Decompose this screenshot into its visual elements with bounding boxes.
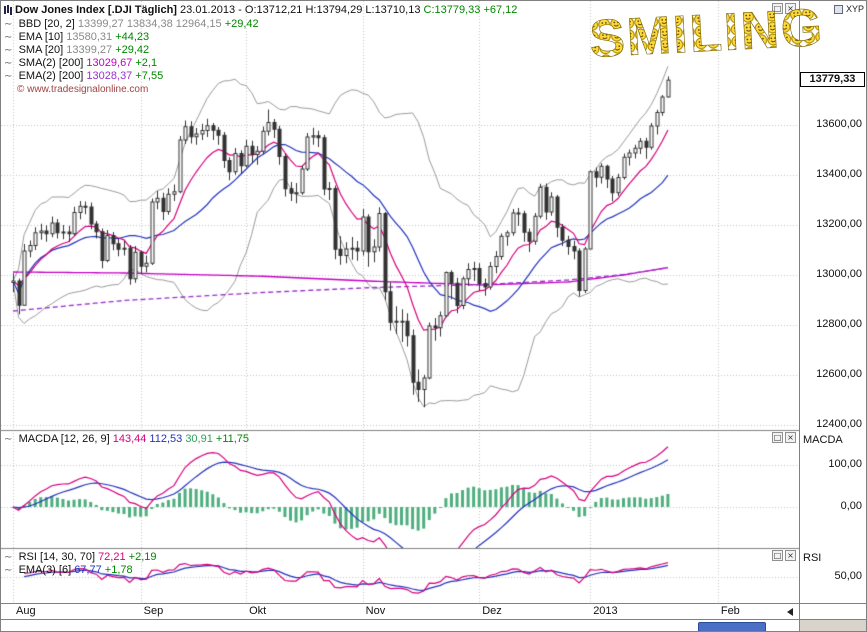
close-value: C:13779,33 bbox=[423, 4, 481, 16]
price-tick-label: 13200,00 bbox=[816, 218, 862, 230]
copyright: © www.tradesignalonline.com bbox=[17, 84, 149, 95]
month-label: Sep bbox=[143, 605, 164, 617]
layout-label: XYP bbox=[845, 4, 864, 14]
chart-overlays: Dow Jones Index [.DJI Täglich] 23.01.201… bbox=[1, 1, 799, 603]
indicator-value: 13834,38 bbox=[126, 18, 176, 30]
indicator-change: +44,23 bbox=[115, 31, 150, 43]
indicator-name: BBD [20, 2] bbox=[18, 18, 78, 30]
price-tick-label: 13400,00 bbox=[816, 168, 862, 180]
price-tick-label: 12400,00 bbox=[816, 418, 862, 430]
price-tick-label: 12600,00 bbox=[816, 368, 862, 380]
resize-corner bbox=[799, 620, 866, 631]
macd-tick-label: 0,00 bbox=[840, 500, 862, 512]
wave-icon: ∼ bbox=[4, 58, 16, 69]
indicator-value: 13399,27 bbox=[66, 44, 116, 56]
layout-tab[interactable]: XYP bbox=[833, 4, 864, 14]
instrument-title: Dow Jones Index [.DJI Täglich] bbox=[15, 4, 181, 16]
price-tick-label: 12800,00 bbox=[816, 318, 862, 330]
price-tick-label: 13600,00 bbox=[816, 118, 862, 130]
indicator-value: 112,53 bbox=[149, 433, 186, 445]
price-indicator-legend[interactable]: ∼ EMA [10] 13580,31 +44,23 bbox=[4, 31, 149, 44]
wave-icon: ∼ bbox=[4, 19, 16, 30]
chart-title-line[interactable]: Dow Jones Index [.DJI Täglich] 23.01.201… bbox=[4, 4, 517, 16]
dash: - bbox=[238, 4, 245, 16]
month-label: Aug bbox=[16, 605, 36, 617]
change-value: +67,12 bbox=[480, 4, 518, 16]
indicator-name: EMA(3) [6] bbox=[18, 564, 75, 576]
indicator-name: SMA [20] bbox=[18, 44, 67, 56]
rsi-indicator-legend[interactable]: ∼ RSI [14, 30, 70] 72,21 +2,19 bbox=[4, 551, 157, 564]
indicator-name: SMA(2) [200] bbox=[18, 57, 87, 69]
indicator-value: 30,91 bbox=[185, 433, 216, 445]
month-label: Dez bbox=[482, 605, 502, 617]
indicator-name: EMA [10] bbox=[18, 31, 67, 43]
indicator-change: +29,42 bbox=[115, 44, 150, 56]
panel-restore-button[interactable]: □ bbox=[772, 432, 783, 443]
rsi-tick-label: 50,00 bbox=[834, 570, 862, 582]
indicator-name: RSI [14, 30, 70] bbox=[18, 551, 99, 563]
indicator-value: 12964,15 bbox=[175, 18, 225, 30]
price-indicator-legend[interactable]: ∼ BBD [20, 2] 13399,27 13834,38 12964,15… bbox=[4, 18, 259, 31]
wave-icon: ∼ bbox=[4, 552, 16, 563]
scrollbar-thumb[interactable] bbox=[698, 622, 766, 631]
indicator-change: +11,75 bbox=[215, 433, 250, 445]
high-value: H:13794,29 bbox=[305, 4, 366, 16]
panel-close-button[interactable]: × bbox=[785, 3, 796, 14]
month-label: Feb bbox=[720, 605, 740, 617]
indicator-change: +7,55 bbox=[135, 70, 164, 82]
indicator-change: +29,42 bbox=[224, 18, 259, 30]
indicator-change: +2,1 bbox=[135, 57, 158, 69]
month-label: Okt bbox=[249, 605, 267, 617]
last-price-box: 13779,33 bbox=[800, 72, 865, 87]
macd-tick-label: 100,00 bbox=[828, 458, 862, 470]
layout-icon bbox=[833, 4, 843, 14]
panel-close-button[interactable]: × bbox=[785, 550, 796, 561]
low-value: L:13710,13 bbox=[365, 4, 424, 16]
wave-icon: ∼ bbox=[4, 565, 16, 576]
month-label: Nov bbox=[365, 605, 386, 617]
indicator-name: MACDA [12, 26, 9] bbox=[18, 433, 113, 445]
indicator-value: 13399,27 bbox=[77, 18, 127, 30]
indicator-value: 143,44 bbox=[112, 433, 150, 445]
indicator-change: +1,78 bbox=[104, 564, 133, 576]
indicator-value: 13028,37 bbox=[86, 70, 136, 82]
quote-date: 23.01.2013 bbox=[180, 4, 239, 16]
h-scrollbar[interactable] bbox=[1, 619, 866, 631]
wave-icon: ∼ bbox=[4, 45, 16, 56]
wave-icon: ∼ bbox=[4, 434, 16, 445]
value-axis-strip[interactable]: XYP 13779,33 MACDA RSI 13600,00 13400,00 1… bbox=[799, 1, 866, 603]
axis-divider bbox=[799, 604, 800, 620]
macd-indicator-legend[interactable]: ∼ MACDA [12, 26, 9] 143,44 112,53 30,91 … bbox=[4, 433, 249, 446]
rsi-axis-label: RSI bbox=[803, 552, 822, 564]
macd-axis-label: MACDA bbox=[803, 434, 843, 446]
panel-restore-button[interactable]: □ bbox=[772, 3, 783, 14]
indicator-name: EMA(2) [200] bbox=[18, 70, 87, 82]
time-axis[interactable]: Aug Sep Okt Nov Dez 2013 Feb bbox=[1, 603, 866, 620]
indicator-value: 67,77 bbox=[74, 564, 105, 576]
panel-restore-button[interactable]: □ bbox=[772, 550, 783, 561]
wave-icon: ∼ bbox=[4, 32, 16, 43]
price-indicator-legend[interactable]: ∼ EMA(2) [200] 13028,37 +7,55 bbox=[4, 70, 163, 83]
indicator-change: +2,19 bbox=[128, 551, 157, 563]
panel-close-button[interactable]: × bbox=[785, 432, 796, 443]
price-tick-label: 13000,00 bbox=[816, 268, 862, 280]
price-indicator-legend[interactable]: ∼ SMA(2) [200] 13029,67 +2,1 bbox=[4, 57, 157, 70]
indicator-value: 13580,31 bbox=[66, 31, 116, 43]
rsi-indicator-legend[interactable]: ∼ EMA(3) [6] 67,77 +1,78 bbox=[4, 564, 133, 577]
open-value: O:13712,21 bbox=[244, 4, 306, 16]
instrument-icon bbox=[4, 6, 6, 14]
price-chart-canvas[interactable] bbox=[1, 1, 799, 603]
indicator-value: 13029,67 bbox=[86, 57, 136, 69]
left-arrow-icon[interactable] bbox=[787, 608, 793, 616]
indicator-value: 72,21 bbox=[98, 551, 129, 563]
month-label: 2013 bbox=[593, 605, 618, 617]
wave-icon: ∼ bbox=[4, 71, 16, 82]
price-indicator-legend[interactable]: ∼ SMA [20] 13399,27 +29,42 bbox=[4, 44, 149, 57]
